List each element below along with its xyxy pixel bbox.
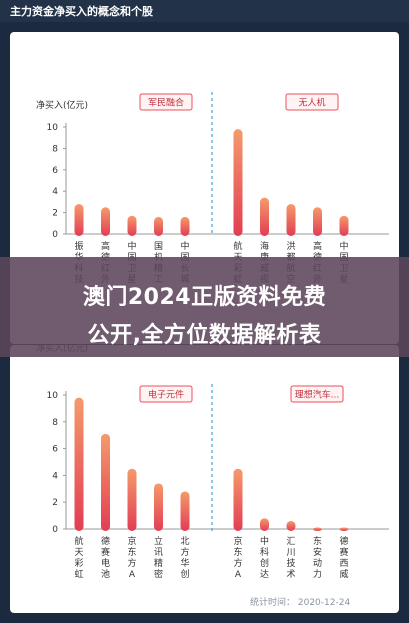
y-tick-label: 0 <box>52 230 58 240</box>
bar <box>101 207 110 236</box>
bar <box>101 433 110 531</box>
y-tick-label: 2 <box>52 209 58 219</box>
bar <box>260 518 269 531</box>
group-tag-box <box>139 93 193 111</box>
bar <box>260 197 269 236</box>
y-tick-label: 2 <box>52 498 58 508</box>
bar <box>339 215 349 236</box>
y-tick-label: 6 <box>52 166 58 176</box>
group-tag-label: 电子元件 <box>148 389 184 401</box>
group-tag-box <box>285 93 339 111</box>
chart-bottom: 净买入(亿元)0246810电子元件航天彩虹德赛电池京东方A立讯精密北方华创理想… <box>36 342 389 580</box>
overlay-banner: 澳门2024正版资料免费 公开,全方位数据解析表 <box>0 257 409 357</box>
y-tick-label: 10 <box>47 391 59 401</box>
bar <box>154 483 163 531</box>
bar <box>127 468 137 531</box>
banner-line-1: 澳门2024正版资料免费 <box>82 285 327 310</box>
page-header: 主力资金净买入的概念和个股 <box>0 0 409 22</box>
group-tag-label: 无人机 <box>298 97 325 109</box>
bar <box>286 520 296 531</box>
bar <box>180 216 190 236</box>
bar <box>233 468 243 531</box>
group-tag-box <box>290 385 344 403</box>
y-tick-label: 6 <box>52 445 58 455</box>
bar <box>127 215 137 236</box>
y-tick-label: 4 <box>52 471 58 481</box>
bar <box>180 491 190 531</box>
x-tick-label: 东安动力 <box>313 535 322 580</box>
bar <box>286 204 296 236</box>
y-tick-label: 10 <box>47 123 59 133</box>
bar <box>74 397 84 531</box>
x-tick-label: 德赛电池 <box>101 535 110 580</box>
bar <box>154 216 163 236</box>
x-tick-label: 立讯精密 <box>154 535 163 580</box>
page-title: 主力资金净买入的概念和个股 <box>10 5 153 18</box>
bar <box>339 527 349 531</box>
bar <box>313 207 322 236</box>
x-tick-label: 京东方 A <box>233 535 242 580</box>
x-tick-label: 德赛西威 <box>339 535 348 580</box>
bar <box>74 204 84 236</box>
x-tick-label: 汇川技术 <box>286 536 295 580</box>
x-tick-label: 京东方 A <box>127 535 136 580</box>
y-tick-label: 0 <box>52 525 58 535</box>
y-axis-label: 净买入(亿元) <box>36 99 88 111</box>
y-tick-label: 8 <box>52 144 58 154</box>
banner-line-2: 公开,全方位数据解析表 <box>87 323 322 348</box>
group-tag-label: 理想汽车... <box>295 389 340 401</box>
group-tag-box <box>139 385 193 403</box>
y-tick-label: 8 <box>52 418 58 428</box>
bar <box>233 129 243 236</box>
group-tag-label: 军民融合 <box>148 97 184 109</box>
x-tick-label: 航天彩虹 <box>74 535 83 580</box>
bar <box>313 527 322 531</box>
chart-card-bottom: 净买入(亿元)0246810电子元件航天彩虹德赛电池京东方A立讯精密北方华创理想… <box>10 342 399 613</box>
y-tick-label: 4 <box>52 187 58 197</box>
footer-date: 统计时间： 2020-12-24 <box>250 598 351 608</box>
x-tick-label: 北方华创 <box>180 536 189 580</box>
x-tick-label: 中科创达 <box>260 535 269 580</box>
